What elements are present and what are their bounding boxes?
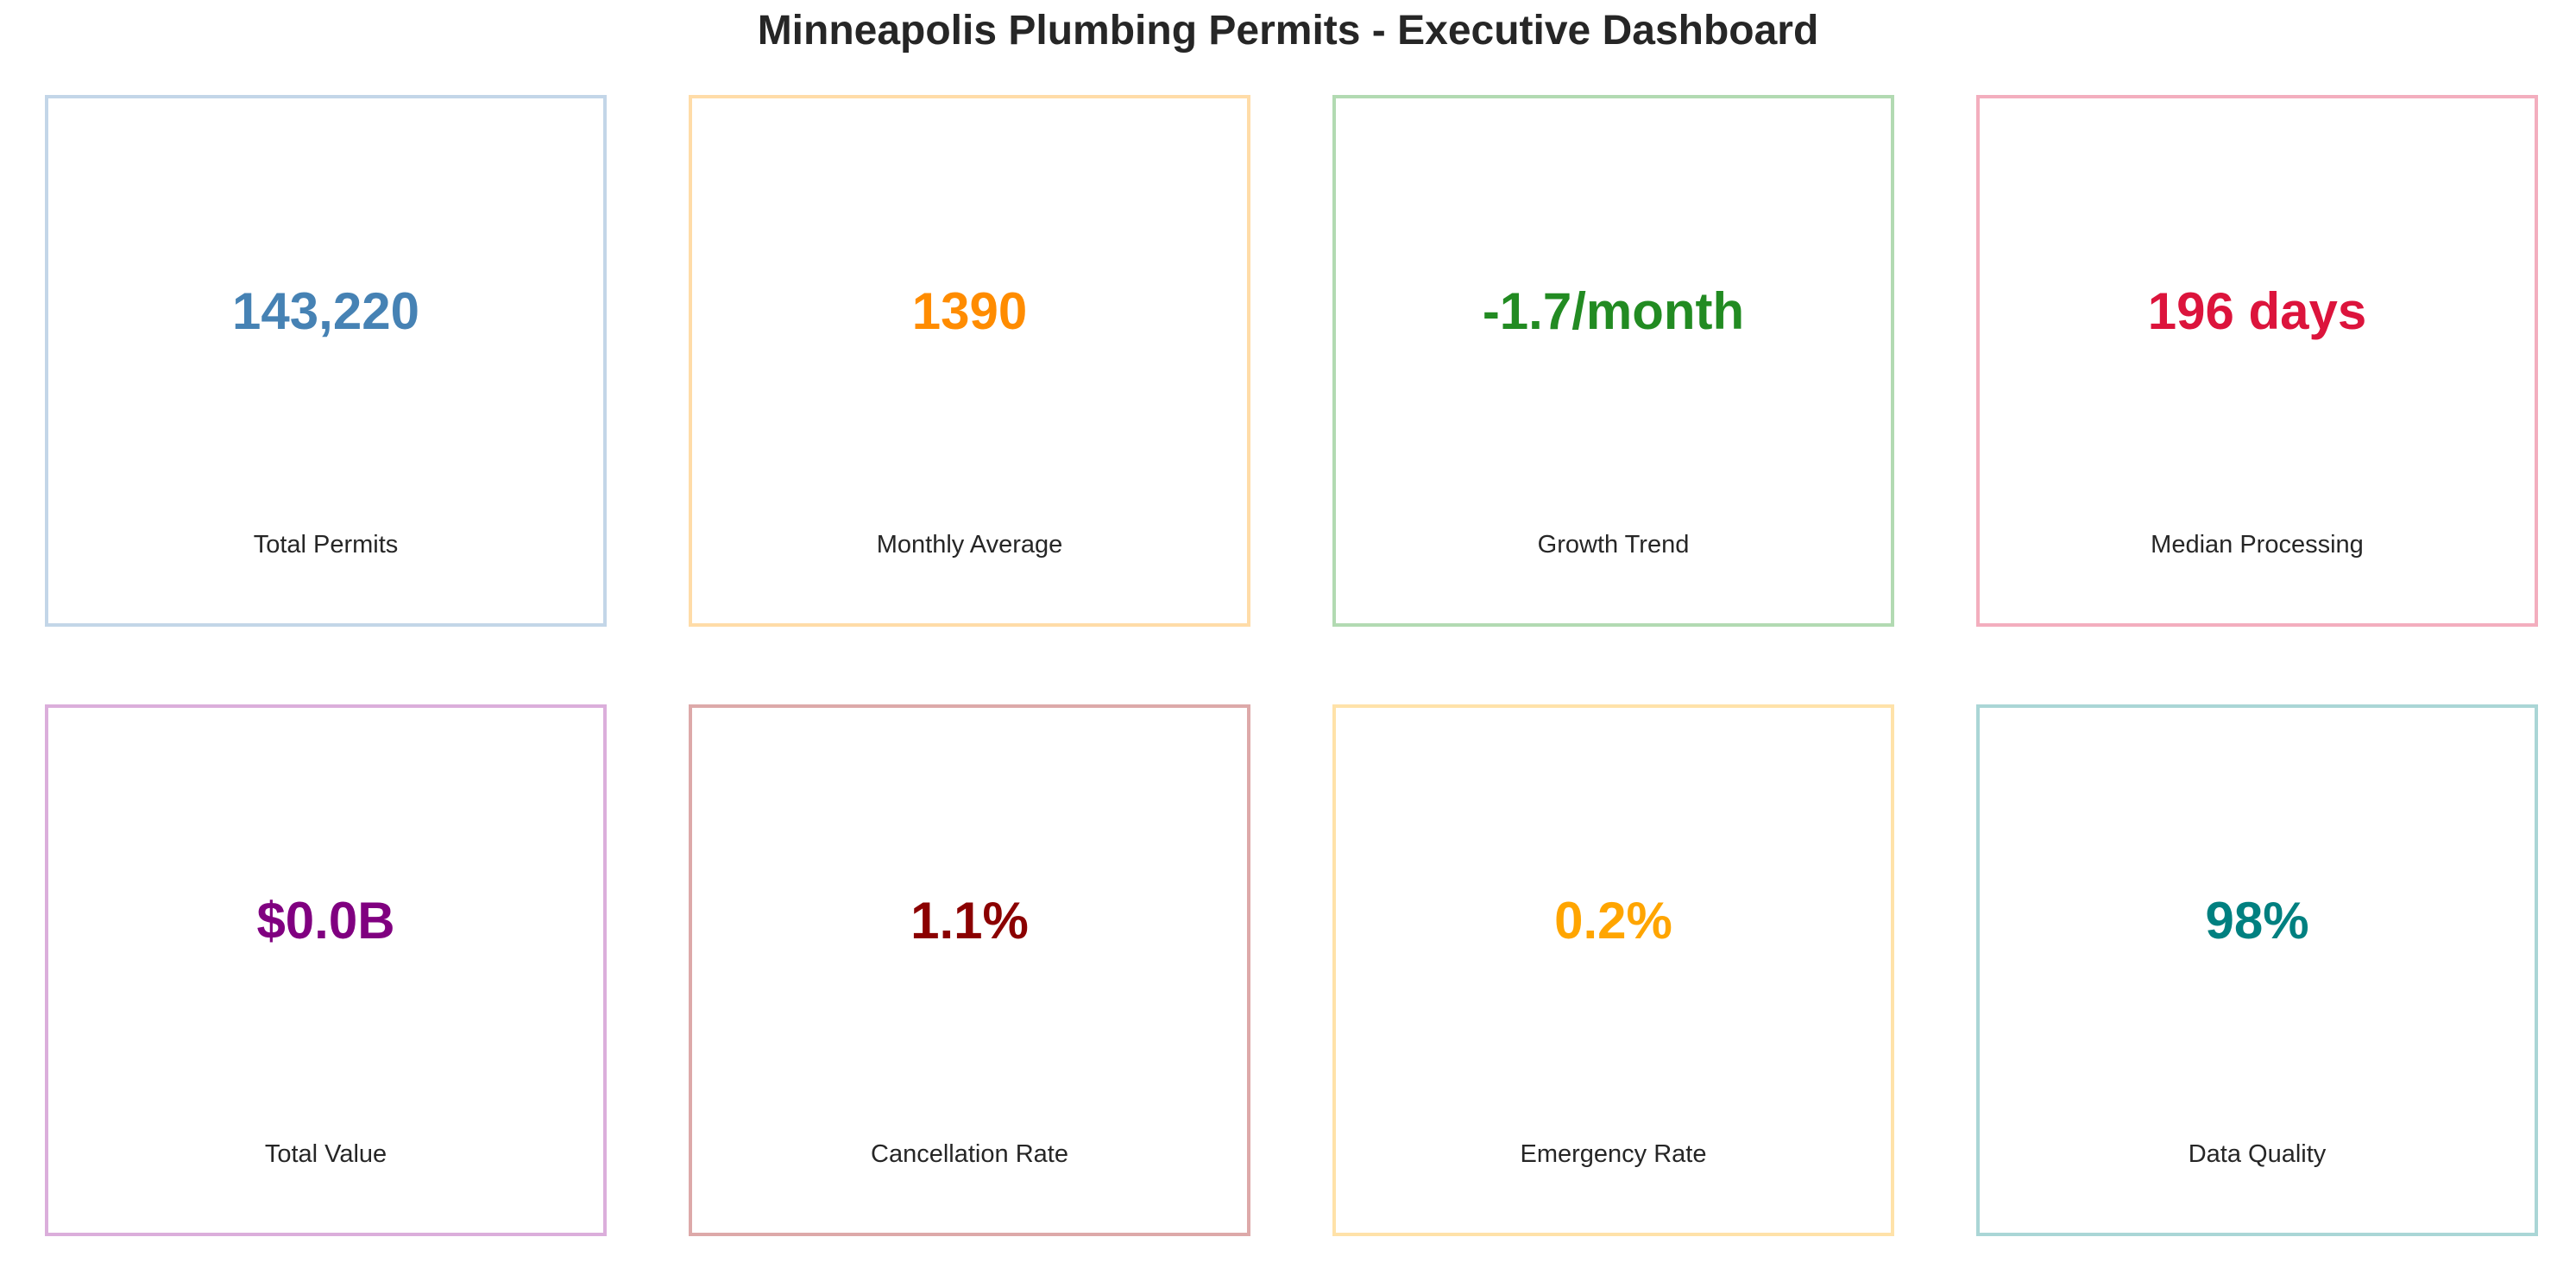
kpi-label-monthly-average: Monthly Average	[876, 531, 1063, 559]
kpi-value-data-quality: 98%	[2205, 892, 2309, 950]
kpi-label-data-quality: Data Quality	[2188, 1140, 2327, 1168]
kpi-label-total-permits: Total Permits	[253, 531, 399, 559]
dashboard-title: Minneapolis Plumbing Permits - Executive…	[757, 8, 1819, 54]
kpi-value-monthly-average: 1390	[911, 282, 1028, 340]
kpi-value-growth-trend: -1.7/month	[1482, 282, 1745, 340]
kpi-card-median-processing: 196 days Median Processing	[1976, 95, 2538, 627]
kpi-value-emergency-rate: 0.2%	[1554, 892, 1672, 950]
kpi-card-data-quality: 98% Data Quality	[1976, 704, 2538, 1236]
kpi-card-cancellation-rate: 1.1% Cancellation Rate	[689, 704, 1250, 1236]
kpi-card-total-permits: 143,220 Total Permits	[45, 95, 607, 627]
kpi-value-cancellation-rate: 1.1%	[910, 892, 1029, 950]
kpi-card-total-value: $0.0B Total Value	[45, 704, 607, 1236]
kpi-label-median-processing: Median Processing	[2151, 531, 2364, 559]
kpi-label-emergency-rate: Emergency Rate	[1520, 1140, 1707, 1168]
kpi-value-median-processing: 196 days	[2147, 282, 2367, 340]
kpi-label-total-value: Total Value	[264, 1140, 387, 1168]
kpi-value-total-value: $0.0B	[256, 892, 395, 950]
kpi-label-cancellation-rate: Cancellation Rate	[871, 1140, 1068, 1168]
kpi-card-emergency-rate: 0.2% Emergency Rate	[1332, 704, 1894, 1236]
kpi-value-total-permits: 143,220	[232, 282, 419, 340]
kpi-card-monthly-average: 1390 Monthly Average	[689, 95, 1250, 627]
kpi-card-growth-trend: -1.7/month Growth Trend	[1332, 95, 1894, 627]
kpi-label-growth-trend: Growth Trend	[1537, 531, 1690, 559]
